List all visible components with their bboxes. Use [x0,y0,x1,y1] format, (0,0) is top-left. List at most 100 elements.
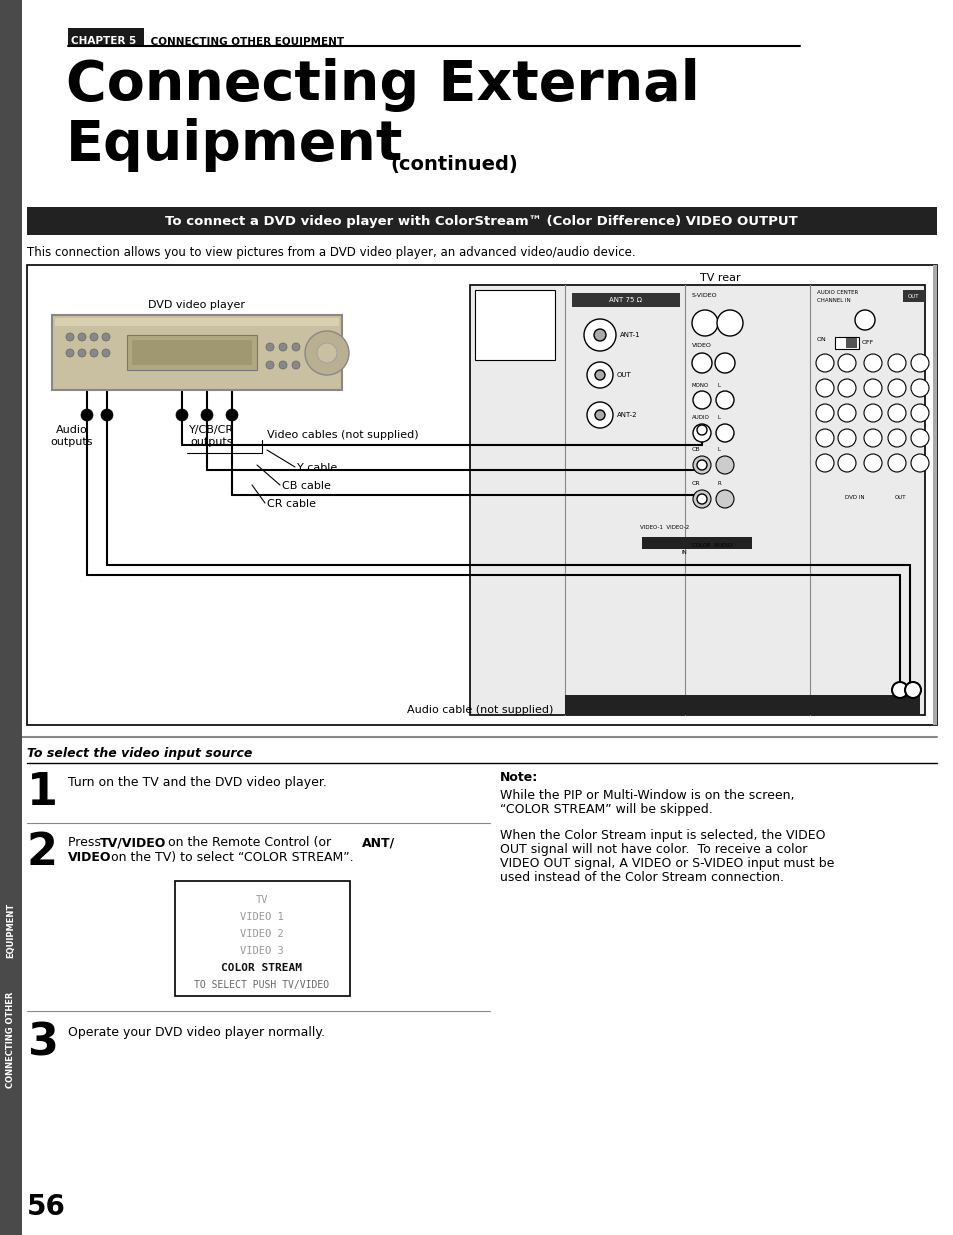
Text: on the Remote Control (or: on the Remote Control (or [164,836,335,848]
Text: ANT-1: ANT-1 [619,332,640,338]
Circle shape [266,361,274,369]
Circle shape [716,490,733,508]
Text: COLOR  AUDIO: COLOR AUDIO [691,543,731,548]
Text: CONNECTING OTHER EQUIPMENT: CONNECTING OTHER EQUIPMENT [147,36,344,46]
Text: 56: 56 [27,1193,66,1221]
Text: (continued): (continued) [390,156,517,174]
Bar [174,881,350,995]
Circle shape [837,354,855,372]
Text: OUT: OUT [894,495,905,500]
Text: Equipment: Equipment [66,119,403,172]
Text: ANT/: ANT/ [361,836,395,848]
Text: VIDEO: VIDEO [68,851,112,864]
Circle shape [716,456,733,474]
Bar [834,337,858,350]
Circle shape [90,350,98,357]
Circle shape [910,404,928,422]
Circle shape [101,409,112,421]
Circle shape [595,370,604,380]
Text: VIDEO: VIDEO [691,343,711,348]
Text: TO SELECT PUSH TV/VIDEO: TO SELECT PUSH TV/VIDEO [194,981,329,990]
Text: Video cables (not supplied): Video cables (not supplied) [267,430,418,440]
Circle shape [692,391,710,409]
Circle shape [316,343,336,363]
Circle shape [837,404,855,422]
Text: MONO: MONO [691,383,708,388]
Text: DVD video player: DVD video player [149,300,245,310]
Circle shape [863,404,882,422]
Text: TV: TV [255,895,268,905]
Bar [564,695,919,715]
Circle shape [175,409,188,421]
Bar [902,290,924,303]
Circle shape [266,343,274,351]
Text: VIDEO-1  VIDEO-2: VIDEO-1 VIDEO-2 [639,525,688,530]
Circle shape [887,379,905,396]
Circle shape [81,409,92,421]
Circle shape [887,354,905,372]
Text: Operate your DVD video player normally.: Operate your DVD video player normally. [68,1026,325,1039]
Text: Y/CB/CR
outputs: Y/CB/CR outputs [190,425,234,447]
Text: OUT: OUT [907,294,919,299]
Text: VIDEO 2: VIDEO 2 [240,929,284,939]
Text: AUDIO CENTER: AUDIO CENTER [816,290,858,295]
Bar [68,28,144,44]
Text: IN: IN [681,550,687,555]
Text: 1: 1 [27,771,58,814]
Circle shape [910,379,928,396]
Text: 3: 3 [27,1021,58,1065]
Text: Connecting External: Connecting External [66,58,699,112]
Circle shape [863,429,882,447]
Circle shape [716,424,733,442]
Circle shape [863,354,882,372]
Text: VIDEO OUT signal, A VIDEO or S-VIDEO input must be: VIDEO OUT signal, A VIDEO or S-VIDEO inp… [499,857,834,869]
Text: OUT signal will not have color.  To receive a color: OUT signal will not have color. To recei… [499,844,806,856]
Circle shape [904,682,920,698]
Circle shape [887,454,905,472]
Circle shape [837,454,855,472]
Text: TV rear: TV rear [700,273,740,283]
Text: TV/VIDEO: TV/VIDEO [100,836,166,848]
Circle shape [78,350,86,357]
Text: ANT 75 Ω: ANT 75 Ω [609,296,641,303]
Text: CR: CR [691,480,700,487]
Bar [55,317,338,326]
Circle shape [815,354,833,372]
Circle shape [102,333,110,341]
Bar [932,266,936,725]
Circle shape [854,310,874,330]
Circle shape [815,379,833,396]
Text: Audio
outputs: Audio outputs [51,425,93,447]
Text: EQUIPMENT: EQUIPMENT [7,903,15,957]
Circle shape [586,362,613,388]
Circle shape [697,425,706,435]
Circle shape [887,404,905,422]
Circle shape [66,333,74,341]
Circle shape [697,494,706,504]
Circle shape [714,353,734,373]
Text: Note:: Note: [499,771,537,784]
Text: L: L [718,415,720,420]
Circle shape [583,319,616,351]
Circle shape [697,459,706,471]
Text: DVD IN: DVD IN [844,495,863,500]
Circle shape [691,310,718,336]
Circle shape [201,409,213,421]
Text: VIDEO 3: VIDEO 3 [240,946,284,956]
Bar [475,290,555,359]
Circle shape [815,454,833,472]
Circle shape [292,361,299,369]
Circle shape [90,333,98,341]
Text: This connection allows you to view pictures from a DVD video player, an advanced: This connection allows you to view pictu… [27,246,635,259]
Text: ANT-2: ANT-2 [617,412,637,417]
Text: To connect a DVD video player with ColorStream™ (Color Difference) VIDEO OUTPUT: To connect a DVD video player with Color… [165,215,797,227]
Circle shape [78,333,86,341]
Circle shape [815,429,833,447]
Circle shape [692,456,710,474]
Text: CB: CB [691,447,700,452]
Circle shape [863,454,882,472]
Text: While the PIP or Multi-Window is on the screen,: While the PIP or Multi-Window is on the … [499,789,794,802]
Circle shape [716,391,733,409]
Circle shape [586,403,613,429]
Text: To select the video input source: To select the video input source [27,747,253,760]
